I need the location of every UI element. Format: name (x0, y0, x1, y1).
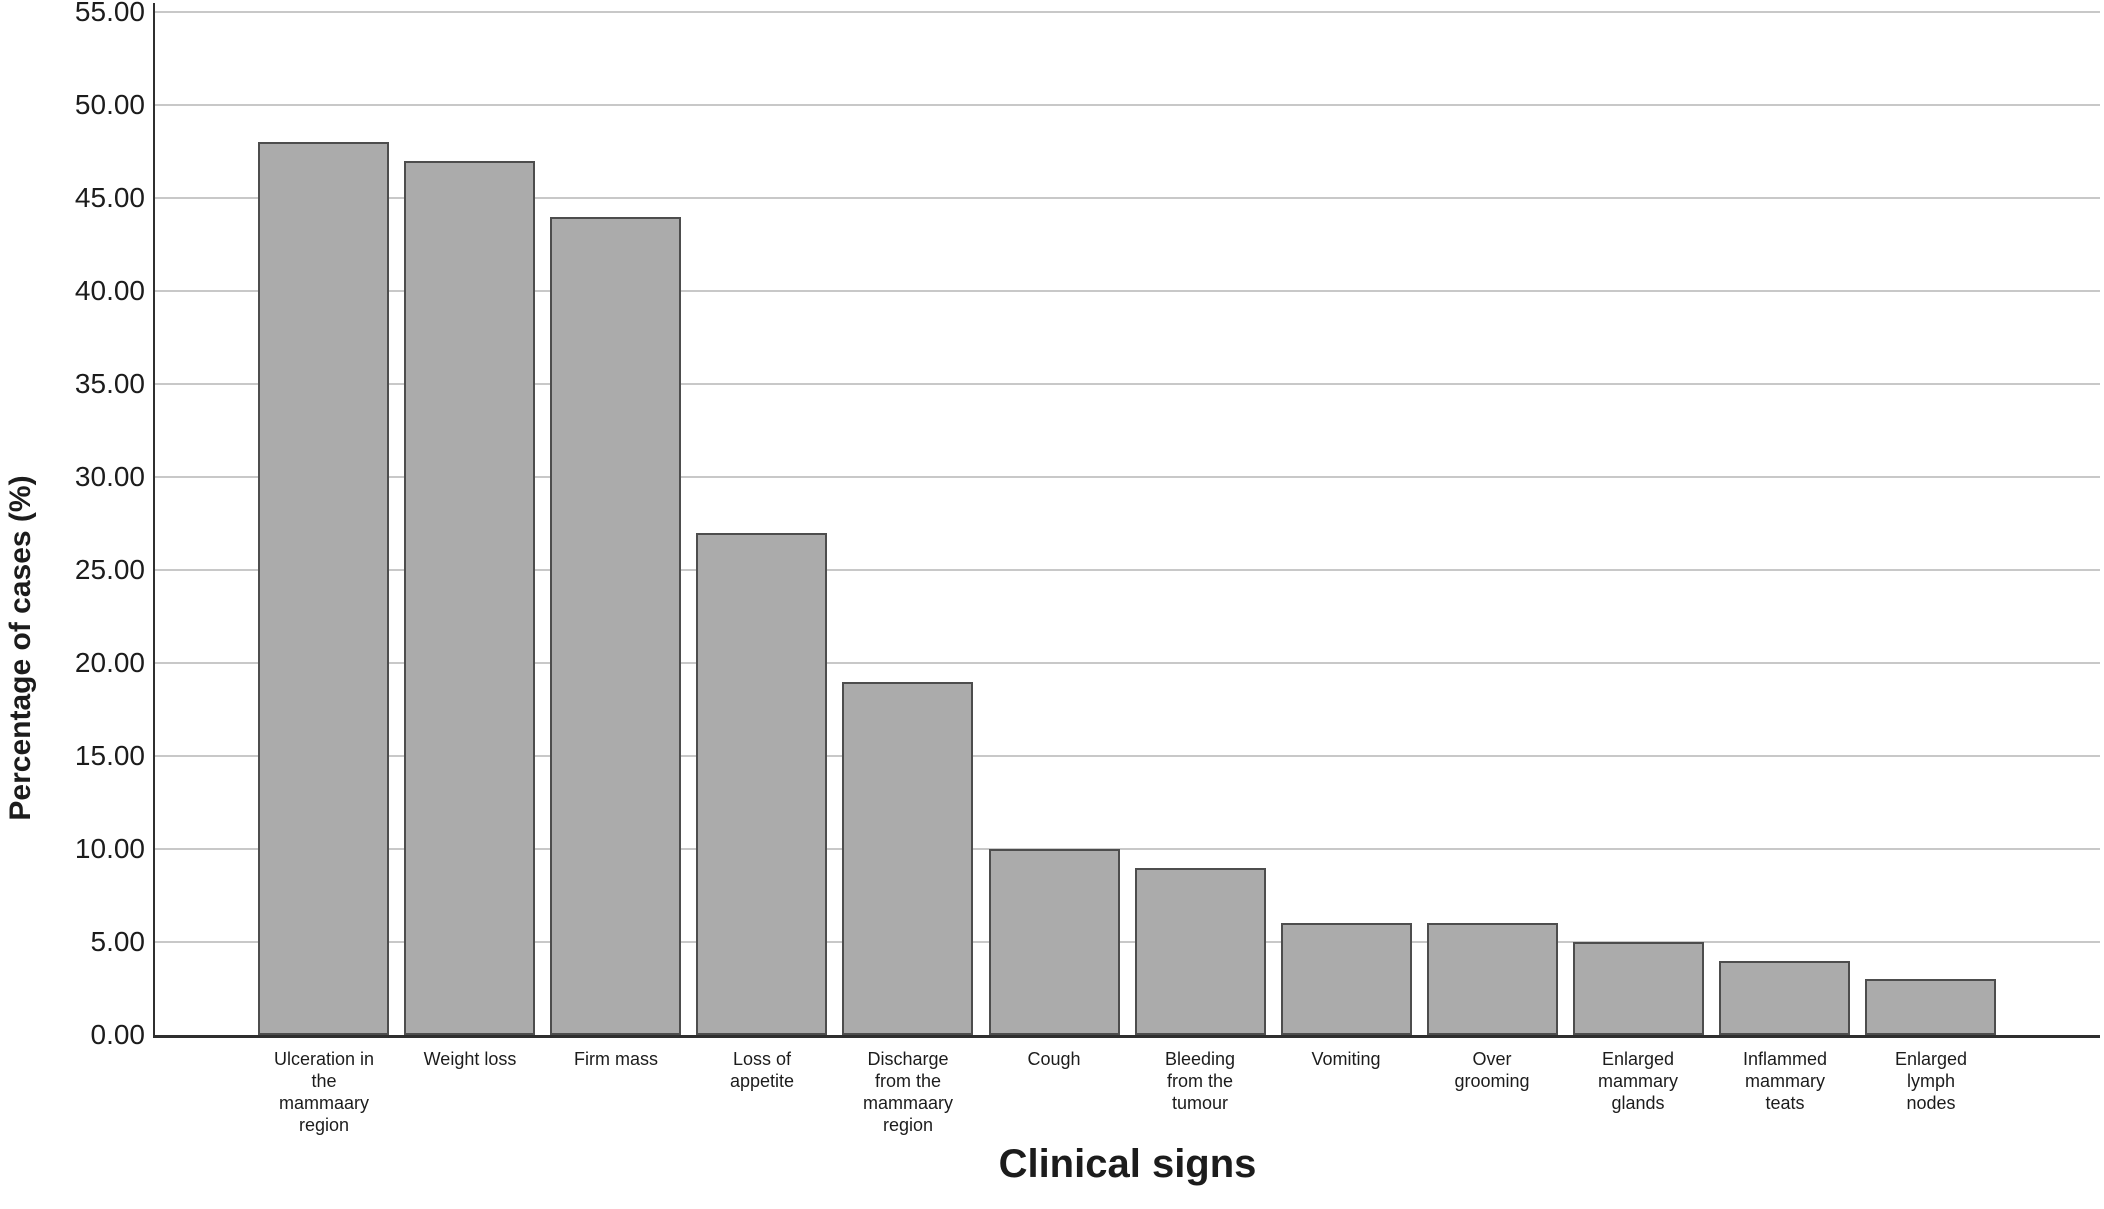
gridline-15 (155, 755, 2100, 757)
gridline-55 (155, 11, 2100, 13)
gridline-20 (155, 662, 2100, 664)
y-tick-label-40: 40.00 (74, 275, 145, 306)
gridline-45 (155, 197, 2100, 199)
y-tick-label-35: 35.00 (74, 368, 145, 399)
y-tick-label-15: 15.00 (74, 740, 145, 771)
bar-loss-of-appetite (696, 533, 827, 1035)
x-label-ulceration-in-the-mammaary-region: Ulceration in the mammaary region (273, 1049, 375, 1135)
x-label-enlarged-lymph-nodes: Enlarged lymph nodes (1894, 1049, 1968, 1113)
x-label-inflammed-mammary-teats: Inflammed mammary teats (1742, 1049, 1828, 1113)
bar-over-grooming (1427, 923, 1558, 1035)
plot-area (155, 11, 2100, 1035)
gridline-5 (155, 941, 2100, 943)
x-axis-category-labels: Ulceration in the mammaary region Weight … (155, 1048, 2100, 1158)
y-tick-label-20: 20.00 (74, 647, 145, 678)
bar-inflammed-mammary-teats (1719, 961, 1850, 1035)
gridline-50 (155, 104, 2100, 106)
y-tick-label-45: 45.00 (74, 182, 145, 213)
x-label-vomiting: Vomiting (1311, 1049, 1381, 1069)
bar-bleeding-from-the-tumour (1135, 868, 1266, 1035)
bar-enlarged-lymph-nodes (1865, 979, 1996, 1035)
y-axis-line (153, 3, 155, 1035)
y-tick-label-30: 30.00 (74, 461, 145, 492)
y-tick-label-10: 10.00 (74, 833, 145, 864)
x-label-firm-mass: Firm mass (574, 1049, 658, 1069)
x-axis-title: Clinical signs (998, 1142, 1257, 1186)
x-label-bleeding-from-the-tumour: Bleeding from the tumour (1164, 1049, 1236, 1113)
y-tick-label-55: 55.00 (74, 0, 145, 27)
bar-enlarged-mammary-glands (1573, 942, 1704, 1035)
x-label-over-grooming: Over grooming (1454, 1049, 1530, 1091)
bar-firm-mass (550, 217, 681, 1035)
y-tick-label-50: 50.00 (74, 89, 145, 120)
gridline-40 (155, 290, 2100, 292)
y-tick-label-25: 25.00 (74, 554, 145, 585)
gridline-30 (155, 476, 2100, 478)
bar-discharge-from-the-mammaary-region (842, 682, 973, 1035)
gridline-35 (155, 383, 2100, 385)
bar-ulceration-in-the-mammaary-region (258, 142, 389, 1035)
gridline-10 (155, 848, 2100, 850)
x-axis-line (153, 1035, 2100, 1038)
y-tick-label-5: 5.00 (90, 926, 146, 957)
x-label-weight-loss: Weight loss (423, 1049, 517, 1069)
y-axis-tick-labels: 0.00 5.00 10.00 15.00 20.00 25.00 30.00 35.00 40… (0, 0, 145, 1209)
gridline-25 (155, 569, 2100, 571)
x-label-discharge-from-the-mammaary-region: Discharge from the mammaary region (862, 1049, 953, 1135)
bar-vomiting (1281, 923, 1412, 1035)
bar-cough (989, 849, 1120, 1035)
bar-weight-loss (404, 161, 535, 1035)
x-label-loss-of-appetite: Loss of appetite (729, 1049, 795, 1091)
y-tick-label-0: 0.00 (90, 1019, 146, 1050)
x-label-cough: Cough (1027, 1049, 1081, 1069)
x-label-enlarged-mammary-glands: Enlarged mammary glands (1598, 1049, 1678, 1113)
